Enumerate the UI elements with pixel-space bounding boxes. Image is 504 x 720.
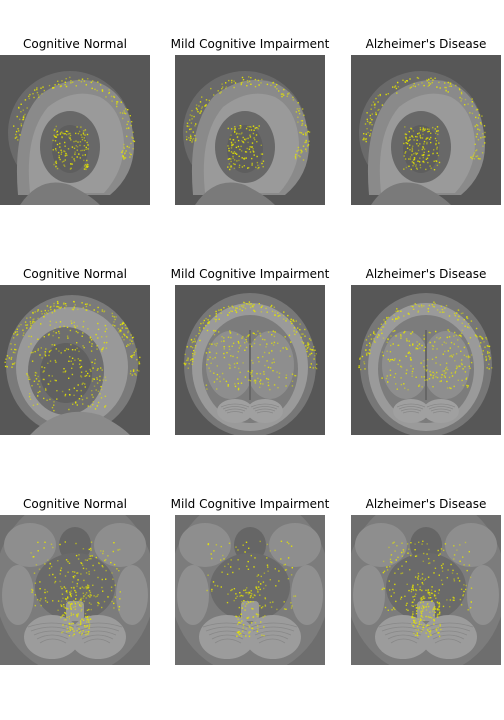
panel-title: Alzheimer's Disease bbox=[331, 265, 504, 283]
brain-scan-image bbox=[0, 55, 150, 205]
panel-title: Mild Cognitive Impairment bbox=[155, 35, 345, 53]
brain-scan-image bbox=[0, 285, 150, 435]
brain-scan-image bbox=[351, 285, 501, 435]
panel-title: Alzheimer's Disease bbox=[331, 495, 504, 513]
panel-title: Mild Cognitive Impairment bbox=[155, 495, 345, 513]
brain-scan-image bbox=[351, 55, 501, 205]
brain-scan-image bbox=[351, 515, 501, 665]
brain-scan-image bbox=[175, 285, 325, 435]
brain-scan-image bbox=[175, 55, 325, 205]
panel-title: Cognitive Normal bbox=[0, 35, 170, 53]
panel-title: Alzheimer's Disease bbox=[331, 35, 504, 53]
panel-title: Mild Cognitive Impairment bbox=[155, 265, 345, 283]
panel-title: Cognitive Normal bbox=[0, 265, 170, 283]
brain-scan-image bbox=[0, 515, 150, 665]
panel-title: Cognitive Normal bbox=[0, 495, 170, 513]
brain-scan-image bbox=[175, 515, 325, 665]
